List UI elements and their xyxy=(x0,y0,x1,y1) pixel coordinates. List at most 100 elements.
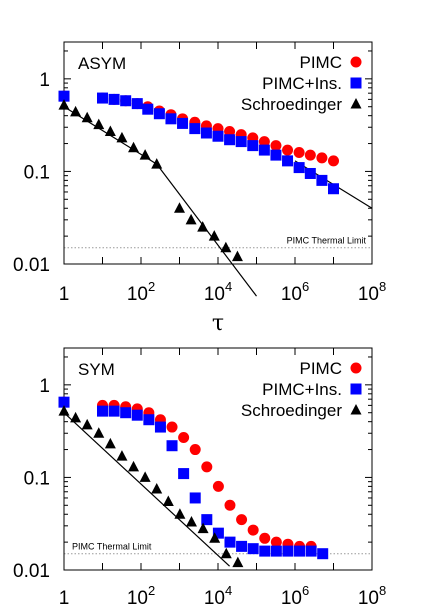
data-point xyxy=(174,202,185,213)
x-tick-label: 104 xyxy=(204,279,232,305)
data-point xyxy=(104,125,116,136)
data-point xyxy=(116,131,128,143)
data-point xyxy=(153,108,165,120)
data-point xyxy=(189,123,201,135)
data-point xyxy=(200,127,212,139)
data-point xyxy=(151,158,163,169)
data-point xyxy=(224,536,236,548)
data-point xyxy=(177,117,189,129)
data-point xyxy=(128,460,140,472)
data-point xyxy=(258,136,270,148)
data-point xyxy=(224,134,236,146)
y-tick-label: 1 xyxy=(39,376,50,397)
data-point xyxy=(294,545,306,557)
data-point xyxy=(178,468,190,480)
data-point xyxy=(316,174,328,186)
thermal-limit-annotation: PIMC Thermal Limit xyxy=(287,236,367,246)
data-point xyxy=(201,514,213,526)
x-axis-label: τ xyxy=(212,311,224,336)
legend-marker xyxy=(350,56,362,68)
legend-label: PIMC+Ins. xyxy=(262,74,342,93)
data-point xyxy=(316,152,328,164)
data-point xyxy=(270,140,282,152)
legend-marker xyxy=(350,98,362,109)
series-square xyxy=(58,90,339,195)
data-point xyxy=(259,545,271,557)
data-point xyxy=(108,405,120,417)
data-point xyxy=(128,141,140,153)
legend-label: PIMC+Ins. xyxy=(262,380,342,399)
data-point xyxy=(236,514,248,526)
data-point xyxy=(212,130,224,142)
x-tick-label: 106 xyxy=(281,279,309,305)
x-tick-label: 102 xyxy=(127,583,155,609)
data-point xyxy=(220,547,232,559)
data-point xyxy=(270,149,282,161)
data-point xyxy=(81,418,93,430)
data-point xyxy=(208,230,220,241)
x-tick-label: 106 xyxy=(281,583,309,609)
data-point xyxy=(293,147,305,159)
data-point xyxy=(142,103,154,115)
data-point xyxy=(247,524,259,536)
data-point xyxy=(154,421,166,433)
y-tick-label: 1 xyxy=(39,70,50,91)
data-point xyxy=(328,183,339,195)
data-point xyxy=(247,140,259,152)
y-tick-label: 0.01 xyxy=(13,561,50,582)
data-point xyxy=(178,431,190,443)
panel-asym: 1 102 104 106 108 1 0.1 0.01 τ ASYM PIMC Thermal L… xyxy=(13,41,386,336)
data-point xyxy=(328,155,339,167)
series-square xyxy=(58,396,329,560)
data-point xyxy=(247,543,259,555)
data-point xyxy=(282,545,294,557)
data-point xyxy=(81,111,93,123)
legend-label: PIMC xyxy=(300,359,343,378)
panel-label: SYM xyxy=(78,360,115,379)
legend-marker xyxy=(350,383,362,395)
data-point xyxy=(231,250,243,262)
data-point xyxy=(174,508,186,519)
data-point xyxy=(212,527,224,539)
data-point xyxy=(185,213,197,225)
legend-marker xyxy=(350,77,362,89)
legend-label: Schroedinger xyxy=(241,401,342,420)
data-point xyxy=(131,409,143,421)
data-point xyxy=(304,167,316,179)
data-point xyxy=(189,492,201,504)
data-point xyxy=(197,221,209,232)
thermal-limit-annotation: PIMC Thermal Limit xyxy=(72,542,152,552)
data-point xyxy=(165,113,177,125)
data-point xyxy=(220,241,232,253)
data-point xyxy=(282,155,294,167)
data-point xyxy=(131,98,143,110)
data-point xyxy=(120,95,132,107)
data-point xyxy=(139,471,151,482)
x-tick-label: 1 xyxy=(59,588,70,609)
data-point xyxy=(120,407,132,419)
data-point xyxy=(70,105,82,117)
legend-label: PIMC xyxy=(300,53,343,72)
data-point xyxy=(58,90,70,102)
data-point xyxy=(212,480,224,492)
panel-sym: 1 102 104 106 108 1 0.1 0.01 SYM PIMC Thermal Lim… xyxy=(13,347,386,609)
data-point xyxy=(108,93,120,105)
data-point xyxy=(143,414,155,426)
x-tick-label: 102 xyxy=(127,279,155,305)
series-triangle xyxy=(58,405,244,568)
data-point xyxy=(232,556,244,568)
data-point xyxy=(116,450,128,461)
series-triangle xyxy=(58,99,243,262)
data-point xyxy=(236,540,248,552)
y-tick-label: 0.1 xyxy=(24,468,50,489)
data-point xyxy=(185,515,197,527)
legend-marker xyxy=(350,404,362,415)
data-point xyxy=(282,144,294,156)
data-point xyxy=(235,136,247,148)
legend-label: Schroedinger xyxy=(241,95,342,114)
data-point xyxy=(189,444,201,456)
data-point xyxy=(293,162,305,174)
data-point xyxy=(139,149,151,160)
data-point xyxy=(58,405,70,416)
